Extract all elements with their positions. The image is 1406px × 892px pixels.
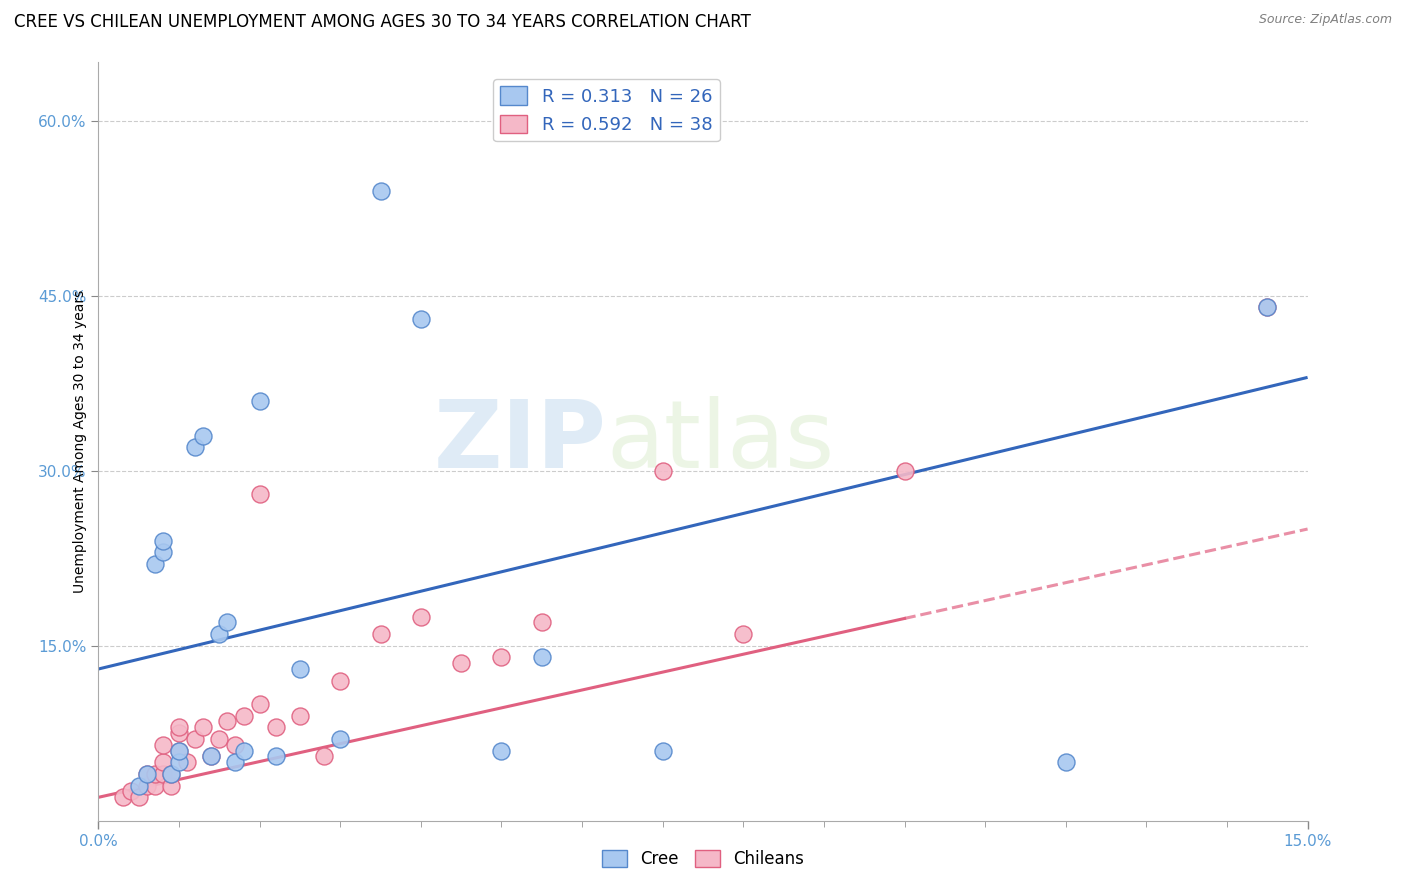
Point (128, 779, 150, 793)
Point (249, 393, 271, 408)
Point (288, 708, 311, 723)
Text: atlas: atlas (606, 395, 835, 488)
Text: Source: ZipAtlas.com: Source: ZipAtlas.com (1258, 13, 1392, 27)
Legend: R = 0.313   N = 26, R = 0.592   N = 38: R = 0.313 N = 26, R = 0.592 N = 38 (494, 79, 720, 141)
Point (224, 756, 246, 770)
Point (409, 609, 432, 624)
Point (651, 744, 673, 758)
Point (264, 749, 287, 764)
Point (314, 749, 336, 764)
Point (208, 731, 231, 746)
Point (152, 738, 174, 752)
Point (200, 749, 222, 764)
Text: ZIP: ZIP (433, 395, 606, 488)
Y-axis label: Unemployment Among Ages 30 to 34 years: Unemployment Among Ages 30 to 34 years (73, 290, 87, 593)
Point (184, 441, 207, 455)
Point (167, 744, 190, 758)
Point (135, 779, 157, 793)
Point (143, 779, 166, 793)
Text: CREE VS CHILEAN UNEMPLOYMENT AMONG AGES 30 TO 34 YEARS CORRELATION CHART: CREE VS CHILEAN UNEMPLOYMENT AMONG AGES … (14, 13, 751, 31)
Point (1256, 301, 1278, 315)
Point (152, 767, 174, 781)
Point (111, 790, 134, 805)
Point (184, 731, 207, 746)
Legend: Cree, Chileans: Cree, Chileans (595, 843, 811, 875)
Point (143, 557, 166, 571)
Point (450, 656, 472, 670)
Point (249, 697, 271, 711)
Point (167, 756, 190, 770)
Point (530, 650, 553, 665)
Point (167, 720, 190, 734)
Point (530, 615, 553, 630)
Point (176, 756, 198, 770)
Point (160, 767, 183, 781)
Point (893, 464, 915, 478)
Point (193, 720, 215, 734)
Point (128, 790, 150, 805)
Point (288, 662, 311, 676)
Point (249, 487, 271, 501)
Point (224, 738, 246, 752)
Point (217, 714, 239, 729)
Point (733, 627, 755, 641)
Point (143, 767, 166, 781)
Point (491, 650, 513, 665)
Point (208, 627, 231, 641)
Point (217, 615, 239, 630)
Point (264, 720, 287, 734)
Point (370, 184, 392, 198)
Point (135, 767, 157, 781)
Point (167, 744, 190, 758)
Point (152, 756, 174, 770)
Point (160, 779, 183, 793)
Point (232, 744, 254, 758)
Point (651, 464, 673, 478)
Point (329, 731, 352, 746)
Point (193, 428, 215, 442)
Point (409, 312, 432, 326)
Point (370, 627, 392, 641)
Point (120, 784, 142, 798)
Point (152, 533, 174, 548)
Point (160, 767, 183, 781)
Point (1256, 301, 1278, 315)
Point (200, 749, 222, 764)
Point (329, 673, 352, 688)
Point (491, 744, 513, 758)
Point (1054, 756, 1077, 770)
Point (232, 708, 254, 723)
Point (135, 767, 157, 781)
Point (167, 726, 190, 740)
Point (152, 545, 174, 559)
